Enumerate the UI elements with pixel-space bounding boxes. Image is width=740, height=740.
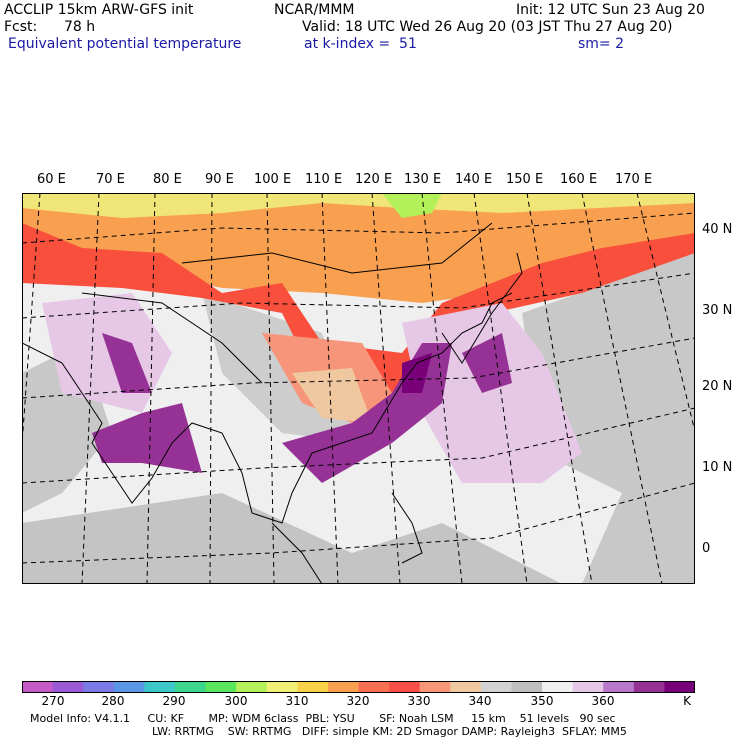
colorbar-swatch (144, 681, 176, 693)
warm-band-red (22, 223, 695, 413)
colorbar-swatch (22, 681, 54, 693)
purple-band-india-north (102, 333, 152, 393)
lon-label: 100 E (254, 172, 292, 187)
field-name: Equivalent potential temperature (8, 36, 242, 52)
lon-label: 150 E (506, 172, 544, 187)
lon-label: 90 E (205, 172, 234, 187)
lon-label: 130 E (404, 172, 442, 187)
colorbar-border (22, 681, 695, 693)
colorbar-swatch (205, 681, 237, 693)
colorbar-swatch (83, 681, 115, 693)
colorbar-swatch (174, 681, 207, 693)
lon-label: 140 E (455, 172, 493, 187)
colorbar-swatch (419, 681, 451, 693)
colorbar-swatch (542, 681, 574, 693)
lat-label: 40 N (702, 222, 733, 237)
colorbar-swatch (480, 681, 512, 693)
colorbar-label: 330 (407, 694, 431, 708)
colorbar-swatch (266, 681, 298, 693)
lon-label: 110 E (305, 172, 343, 187)
lon-label: 170 E (615, 172, 653, 187)
lat-label: 30 N (702, 303, 733, 318)
colorbar-label: 310 (285, 694, 309, 708)
colorbar-label: 360 (591, 694, 615, 708)
colorbar-swatch (633, 681, 665, 693)
valid-time: Valid: 18 UTC Wed 26 Aug 20 (03 JST Thu … (302, 19, 673, 35)
colorbar-label: 290 (162, 694, 186, 708)
purple-band-india (92, 403, 202, 473)
colorbar-swatch (297, 681, 329, 693)
lat-label: 20 N (702, 379, 733, 394)
forecast-hour: 78 h (64, 19, 96, 35)
colorbar-swatch (450, 681, 482, 693)
yellow-band (22, 193, 695, 218)
level-index: at k-index = 51 (304, 36, 417, 52)
colorbar-label: 340 (468, 694, 492, 708)
colorbar-swatch (358, 681, 390, 693)
smoothing: sm= 2 (578, 36, 625, 52)
lat-label: 0 (702, 541, 711, 556)
colorbar-swatch (603, 681, 635, 693)
colorbar-swatch (236, 681, 268, 693)
forecast-label: Fcst: (4, 19, 38, 35)
colorbar-label: 270 (41, 694, 65, 708)
colorbar-swatch (572, 681, 604, 693)
colorbar-label: 280 (101, 694, 125, 708)
green-patch (382, 193, 442, 218)
colorbar-label: 300 (224, 694, 248, 708)
colorbar-label: 320 (346, 694, 370, 708)
lon-label: 70 E (96, 172, 125, 187)
lon-label: 120 E (355, 172, 393, 187)
colorbar-swatch (664, 681, 695, 693)
lon-label: 80 E (153, 172, 182, 187)
lon-label: 160 E (560, 172, 598, 187)
lon-label: 60 E (37, 172, 66, 187)
deep-purple-core (402, 353, 432, 393)
colorbar-swatch (389, 681, 421, 693)
colorbar-swatch (113, 681, 145, 693)
colorbar-swatch (52, 681, 84, 693)
colorbar-unit: K (683, 694, 691, 708)
colorbar-swatch (327, 681, 359, 693)
organization: NCAR/MMM (274, 2, 355, 18)
gray-band-east (522, 253, 695, 584)
model-title: ACCLIP 15km ARW-GFS init (4, 2, 194, 18)
colorbar (22, 681, 695, 693)
model-info-line2: LW: RRTMG SW: RRTMG DIFF: simple KM: 2D … (152, 725, 627, 738)
colorbar-label: 350 (530, 694, 554, 708)
model-info-line1: Model Info: V4.1.1 CU: KF MP: WDM 6class… (30, 712, 616, 725)
gray-south (22, 493, 562, 584)
lat-label: 10 N (702, 460, 733, 475)
theta-e-map (22, 193, 695, 584)
colorbar-swatch (511, 681, 543, 693)
init-time: Init: 12 UTC Sun 23 Aug 20 (516, 2, 705, 18)
